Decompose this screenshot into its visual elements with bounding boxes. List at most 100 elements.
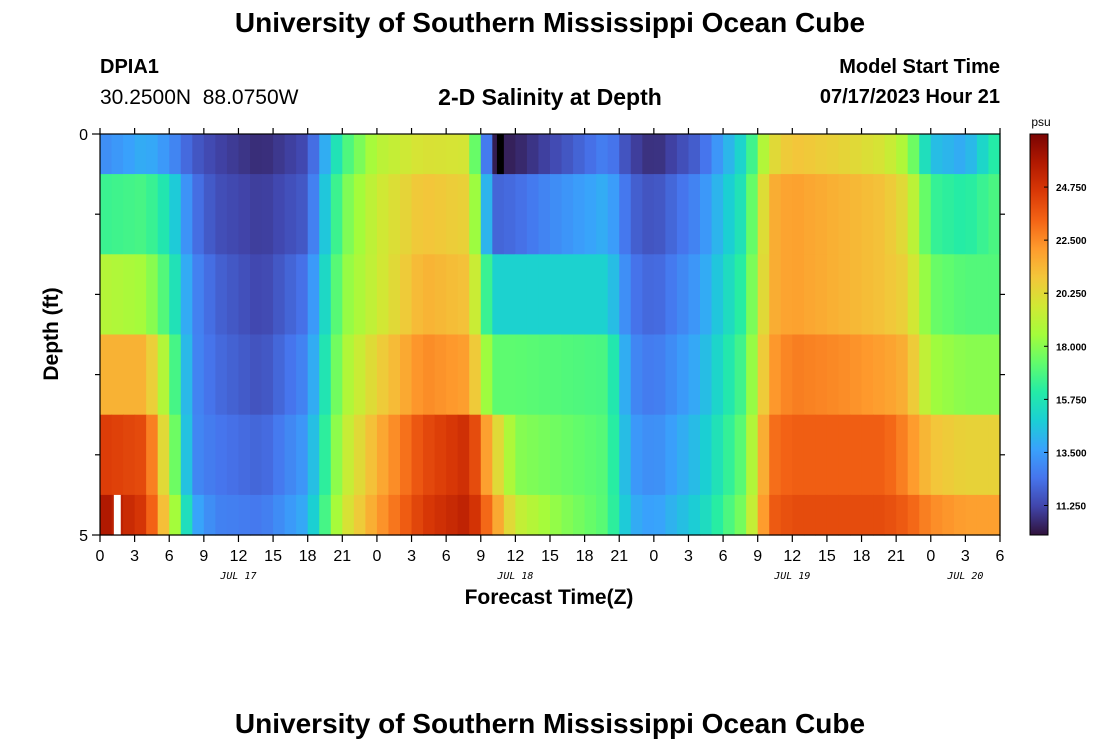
heatmap-cell (261, 494, 274, 536)
heatmap-cell (826, 334, 840, 416)
heatmap-cell (296, 174, 309, 255)
heatmap-cell (480, 334, 493, 416)
heatmap-cell (365, 414, 378, 496)
heatmap-cell (169, 414, 182, 496)
heatmap-cell (711, 254, 724, 336)
heatmap-cell (769, 334, 782, 416)
heatmap-cell (976, 414, 990, 496)
heatmap-cell (273, 134, 286, 175)
heatmap-cell (423, 254, 436, 336)
heatmap-cell (757, 174, 770, 255)
heatmap-cell (930, 334, 943, 416)
heatmap-cell (815, 414, 828, 496)
heatmap-cell (988, 174, 1001, 255)
heatmap-cell (573, 414, 586, 496)
heatmap-cell (896, 174, 909, 255)
heatmap-cell (469, 494, 482, 536)
heatmap-cell (284, 334, 297, 416)
heatmap-cell (134, 334, 147, 416)
heatmap-cell (457, 414, 470, 496)
heatmap-cell (411, 494, 424, 536)
heatmap-cell (965, 334, 978, 416)
heatmap-cell (607, 414, 620, 496)
heatmap-cell (446, 414, 459, 496)
heatmap-cell (653, 254, 666, 336)
heatmap-cell (388, 334, 401, 416)
heatmap-cell (388, 174, 401, 255)
heatmap-cell (100, 414, 113, 496)
heatmap-cell (365, 134, 378, 175)
heatmap-cell (688, 414, 701, 496)
heatmap-cell (446, 254, 459, 336)
heatmap-cell (976, 494, 990, 536)
heatmap-cell (365, 254, 378, 336)
heatmap-cell (884, 334, 897, 416)
heatmap-cell (619, 134, 632, 175)
heatmap-cell (480, 494, 493, 536)
heatmap-cell (434, 494, 447, 536)
heatmap-cell (976, 134, 990, 175)
heatmap-cell (296, 414, 309, 496)
heatmap-cell (376, 414, 390, 496)
heatmap-cell (700, 254, 713, 336)
page-title: University of Southern Mississippi Ocean… (234, 7, 866, 38)
heatmap-cell (492, 174, 505, 255)
heatmap-cell (850, 254, 863, 336)
heatmap-cell (330, 494, 343, 536)
heatmap-cell (192, 174, 205, 255)
heatmap-cell (492, 254, 505, 336)
heatmap-cell (423, 334, 436, 416)
x-tick-label: 9 (199, 548, 208, 565)
heatmap-cell (376, 134, 390, 175)
heatmap-cell (723, 334, 736, 416)
heatmap-cell (550, 174, 563, 255)
heatmap-cell (780, 254, 793, 336)
heatmap-cell (769, 414, 782, 496)
heatmap-cell (123, 414, 136, 496)
heatmap-cell (515, 334, 528, 416)
heatmap-cell (111, 254, 124, 336)
x-tick-label: 6 (996, 548, 1005, 565)
heatmap-cell (815, 334, 828, 416)
heatmap-cell (988, 414, 1001, 496)
heatmap-cell (365, 334, 378, 416)
heatmap-cell (861, 334, 874, 416)
heatmap-cell (965, 134, 978, 175)
colorbar-tick-label: 24.750 (1056, 183, 1087, 194)
heatmap-cell (284, 494, 297, 536)
colorbar-unit: psu (1031, 115, 1050, 129)
heatmap-cell (446, 134, 459, 175)
heatmap-cell (757, 414, 770, 496)
heatmap-cell (769, 174, 782, 255)
heatmap-cell (353, 134, 366, 175)
heatmap-cell (273, 254, 286, 336)
heatmap-cell (296, 494, 309, 536)
heatmap-cell (676, 174, 690, 255)
heatmap-cell (930, 254, 943, 336)
colorbar-tick-label: 18.000 (1056, 342, 1087, 353)
heatmap-cell (434, 134, 447, 175)
heatmap-cell (169, 174, 182, 255)
heatmap-cell (342, 494, 355, 536)
heatmap-cell (896, 334, 909, 416)
heatmap-cell (942, 494, 955, 536)
heatmap-cell (919, 254, 932, 336)
heatmap-cells (100, 134, 1001, 536)
heatmap-cell (146, 494, 159, 536)
footer-title: University of Southern Mississippi Ocean… (234, 708, 866, 739)
heatmap-cell (688, 134, 701, 175)
heatmap-cell (538, 494, 551, 536)
x-tick-label: 3 (684, 548, 693, 565)
heatmap-cell (215, 334, 228, 416)
heatmap-cell (723, 494, 736, 536)
heatmap-cell (157, 334, 170, 416)
heatmap-cell (319, 414, 332, 496)
x-date-label: JUL 20 (946, 571, 983, 582)
colorbar-tick-label: 22.500 (1056, 236, 1087, 247)
colorbar-bar (1029, 133, 1049, 536)
heatmap-cell (388, 134, 401, 175)
heatmap-cell (261, 414, 274, 496)
heatmap-cell (919, 494, 932, 536)
heatmap-cell (423, 134, 436, 175)
